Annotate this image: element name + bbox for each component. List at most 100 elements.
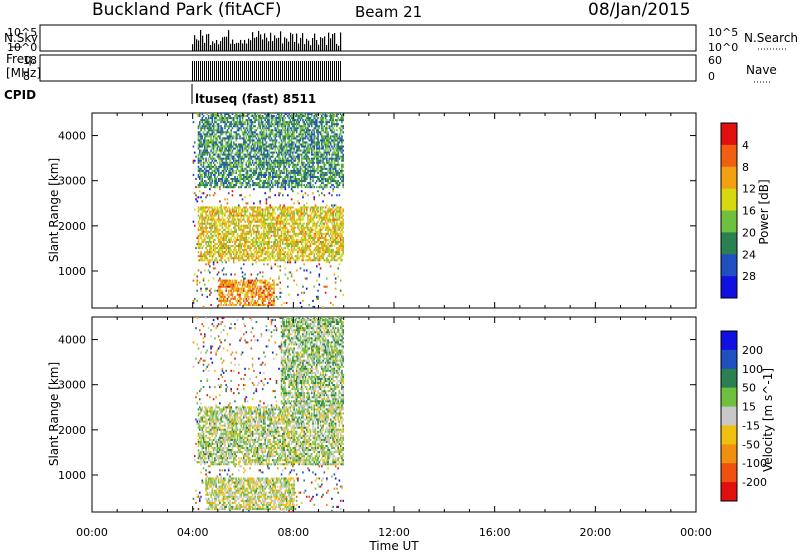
data-cell: [221, 245, 224, 248]
data-cell: [293, 165, 295, 168]
data-cell: [255, 230, 258, 233]
data-cell: [304, 232, 307, 235]
data-cell: [269, 236, 272, 239]
data-cell: [234, 165, 236, 168]
data-cell: [221, 147, 224, 150]
data-cell: [287, 123, 289, 126]
data-cell: [318, 218, 321, 221]
data-cell: [321, 216, 323, 219]
data-cell: [313, 243, 316, 246]
data-cell: [302, 151, 304, 154]
data-cell: [264, 175, 266, 178]
data-cell: [290, 247, 293, 250]
data-cell: [203, 253, 206, 256]
data-cell: [255, 240, 258, 243]
data-cell: [221, 269, 224, 272]
freq-bar: [308, 61, 309, 81]
data-cell: [256, 113, 259, 116]
data-cell: [245, 182, 248, 185]
data-cell: [220, 178, 222, 181]
data-cell: [298, 178, 300, 181]
data-cell: [288, 255, 290, 258]
data-cell: [305, 117, 308, 120]
data-cell: [273, 247, 275, 250]
data-cell: [246, 133, 249, 136]
data-cell: [201, 121, 204, 124]
data-cell: [309, 208, 312, 211]
data-cell: [293, 178, 295, 181]
data-cell: [280, 212, 283, 215]
data-cell: [261, 210, 264, 213]
data-cell: [282, 212, 284, 215]
data-cell: [197, 245, 200, 248]
data-cell: [202, 208, 205, 211]
data-cell: [245, 169, 248, 172]
data-cell: [295, 238, 298, 241]
data-cell: [202, 157, 205, 160]
data-cell: [232, 249, 235, 252]
data-cell: [225, 137, 227, 140]
data-cell: [220, 299, 222, 302]
data-cell: [314, 232, 317, 235]
data-cell: [206, 141, 209, 144]
data-cell: [299, 171, 302, 174]
data-cell: [259, 186, 261, 189]
data-cell: [289, 139, 292, 142]
data-cell: [246, 173, 249, 176]
data-cell: [229, 240, 231, 243]
data-cell: [256, 303, 259, 306]
data-cell: [201, 169, 204, 172]
data-cell: [297, 208, 299, 211]
data-cell: [207, 169, 210, 172]
data-cell: [300, 180, 303, 183]
data-cell: [249, 153, 251, 156]
data-cell: [210, 113, 212, 116]
data-cell: [264, 287, 266, 290]
data-cell: [279, 234, 282, 237]
data-cell: [224, 236, 226, 239]
data-cell: [254, 157, 256, 160]
data-cell: [313, 151, 316, 154]
data-cell: [209, 247, 211, 250]
data-cell: [264, 171, 266, 174]
data-cell: [294, 127, 297, 130]
data-cell: [279, 253, 282, 256]
data-cell: [283, 145, 285, 148]
data-cell: [289, 212, 292, 215]
data-cell: [319, 119, 322, 122]
data-cell: [245, 153, 248, 156]
data-cell: [227, 125, 230, 128]
data-cell: [197, 173, 200, 176]
data-cell: [280, 303, 283, 306]
data-cell: [246, 127, 249, 130]
data-cell: [273, 245, 275, 248]
data-cell: [221, 175, 224, 178]
data-cell: [214, 129, 216, 132]
data-cell: [243, 214, 245, 217]
data-cell: [268, 123, 270, 126]
data-cell: [288, 171, 290, 174]
data-cell: [271, 147, 274, 150]
data-cell: [244, 232, 246, 235]
data-cell: [250, 289, 253, 292]
data-cell: [212, 216, 215, 219]
data-cell: [307, 161, 309, 164]
data-cell: [240, 226, 243, 229]
data-cell: [255, 157, 258, 160]
data-cell: [284, 141, 287, 144]
data-cell: [203, 149, 206, 152]
data-cell: [203, 127, 206, 130]
data-cell: [248, 291, 250, 294]
data-cell: [246, 113, 249, 116]
data-cell: [232, 220, 235, 223]
data-cell: [269, 230, 272, 233]
data-cell: [250, 253, 253, 256]
data-cell: [318, 243, 321, 246]
data-cell: [241, 119, 244, 122]
data-cell: [299, 115, 302, 118]
data-cell: [200, 180, 202, 183]
data-cell: [200, 155, 202, 158]
data-cell: [323, 218, 326, 221]
data-cell: [217, 230, 220, 233]
data-cell: [264, 137, 266, 140]
